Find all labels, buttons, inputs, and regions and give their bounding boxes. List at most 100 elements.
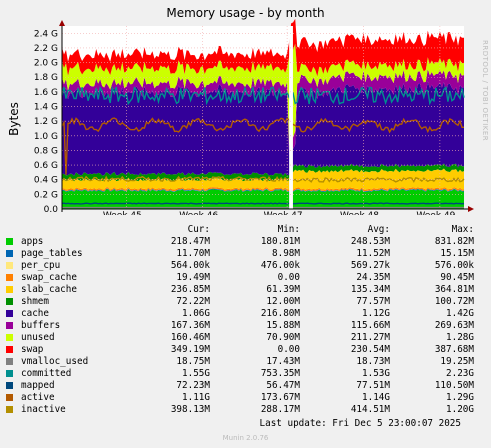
legend-cur: 11.70M <box>176 248 210 259</box>
x-ticks: Week 45 Week 46 Week 47 Week 48 Week 49 <box>103 211 456 215</box>
legend-cur: 167.36M <box>170 320 210 331</box>
legend-swatch <box>6 322 13 329</box>
legend-swatch <box>6 274 13 281</box>
legend-avg: 77.57M <box>356 296 390 307</box>
legend-swatch <box>6 250 13 257</box>
legend-min: 216.80M <box>260 308 300 319</box>
legend-max: 1.20G <box>446 404 474 415</box>
legend-avg: 115.66M <box>350 320 390 331</box>
legend-swatch <box>6 406 13 413</box>
y-axis-arrow <box>59 20 65 26</box>
legend-label: mapped <box>21 380 55 391</box>
legend-min: 12.00M <box>266 296 300 307</box>
memory-chart: 0.0 0.2 G 0.4 G 0.6 G 0.8 G 1.0 G 1.2 G 1.4 G 1.… <box>34 18 474 215</box>
y-tick-label: 2.0 G <box>34 59 58 69</box>
munin-version: Munin 2.0.76 <box>222 434 269 442</box>
data-gap <box>289 26 293 209</box>
series-lines <box>61 26 465 209</box>
legend-min: 8.98M <box>272 248 300 259</box>
x-tick-label: Week 46 <box>179 211 218 215</box>
x-tick-label: Week 48 <box>340 211 379 215</box>
legend-swatch <box>6 286 13 293</box>
y-tick-label: 2.4 G <box>34 29 58 39</box>
legend-cur: 564.00k <box>170 260 210 271</box>
y-tick-label: 1.0 G <box>34 132 58 142</box>
legend-max: 90.45M <box>440 272 474 283</box>
legend-row: shmem 72.22M 12.00M 77.57M 100.72M <box>6 296 474 308</box>
legend-label: committed <box>21 368 72 379</box>
legend-label: per_cpu <box>21 260 61 271</box>
legend-row: slab_cache 236.85M 61.39M 135.34M 364.81M <box>6 284 474 296</box>
legend-label: page_tables <box>21 248 83 259</box>
header-cur: Cur: <box>187 224 210 235</box>
rrdtool-credit: RRDTOOL / TOBI OETIKER <box>481 40 489 142</box>
legend-max: 269.63M <box>434 320 474 331</box>
y-tick-label: 1.6 G <box>34 88 58 98</box>
header-min: Min: <box>277 224 300 235</box>
legend-avg: 135.34M <box>350 284 390 295</box>
legend-min: 70.90M <box>266 332 300 343</box>
legend-label: swap <box>21 344 44 355</box>
legend-table: Cur: Min: Avg: Max: apps 218.47M 180.81M 24… <box>6 224 474 416</box>
y-tick-label: 0.4 G <box>34 176 58 186</box>
chart-title: Memory usage - by month <box>166 6 325 20</box>
grid-lines <box>62 26 464 209</box>
legend-min: 61.39M <box>266 284 300 295</box>
area-swap_cache <box>62 186 464 192</box>
legend-cur: 218.47M <box>170 236 210 247</box>
legend-max: 364.81M <box>434 284 474 295</box>
legend-row: buffers 167.36M 15.88M 115.66M 269.63M <box>6 320 474 332</box>
legend-label: swap_cache <box>21 272 77 283</box>
legend-row: apps 218.47M 180.81M 248.53M 831.82M <box>6 236 474 248</box>
legend-label: inactive <box>21 404 66 415</box>
legend-cur: 349.19M <box>170 344 210 355</box>
legend-label: active <box>21 392 55 403</box>
legend-label: vmalloc_used <box>21 356 89 367</box>
legend-avg: 1.53G <box>362 368 390 379</box>
line-active <box>61 117 464 175</box>
legend-cur: 1.11G <box>182 392 210 403</box>
legend-row: committed 1.55G 753.35M 1.53G 2.23G <box>6 368 474 380</box>
y-tick-label: 1.8 G <box>34 73 58 83</box>
legend-max: 1.28G <box>446 332 474 343</box>
legend-avg: 1.12G <box>362 308 390 319</box>
legend-max: 19.25M <box>440 356 474 367</box>
legend-swatch <box>6 346 13 353</box>
header-avg: Avg: <box>367 224 390 235</box>
legend-min: 753.35M <box>260 368 300 379</box>
y-tick-label: 0.0 <box>44 205 59 215</box>
legend-avg: 24.35M <box>356 272 390 283</box>
area-swap <box>62 18 464 77</box>
legend-max: 2.23G <box>446 368 474 379</box>
legend-label: buffers <box>21 320 61 331</box>
legend-max: 387.68M <box>434 344 474 355</box>
legend-row: inactive 398.13M 288.17M 414.51M 1.20G <box>6 404 474 416</box>
line-committed <box>61 84 465 106</box>
legend-cur: 398.13M <box>170 404 210 415</box>
y-tick-label: 0.6 G <box>34 161 58 171</box>
legend-row: page_tables 11.70M 8.98M 11.52M 15.15M <box>6 248 474 260</box>
legend-min: 0.00 <box>277 272 300 283</box>
legend-row: mapped 72.23M 56.47M 77.51M 110.50M <box>6 380 474 392</box>
legend-row: active 1.11G 173.67M 1.14G 1.29G <box>6 392 474 404</box>
legend-max: 1.29G <box>446 392 474 403</box>
legend-min: 17.43M <box>266 356 300 367</box>
legend-swatch <box>6 310 13 317</box>
legend-max: 15.15M <box>440 248 474 259</box>
legend-avg: 77.51M <box>356 380 390 391</box>
legend-min: 173.67M <box>260 392 300 403</box>
legend-max: 110.50M <box>434 380 474 391</box>
line-inactive <box>61 175 465 183</box>
legend-row: swap 349.19M 0.00 230.54M 387.68M <box>6 344 474 356</box>
x-tick-label: Week 47 <box>264 211 303 215</box>
legend-cur: 160.46M <box>170 332 210 343</box>
last-update: Last update: Fri Dec 5 23:00:07 2025 <box>259 418 462 429</box>
legend-cur: 236.85M <box>170 284 210 295</box>
area-buffers <box>62 69 464 155</box>
area-unused <box>62 43 464 146</box>
y-tick-label: 0.2 G <box>34 190 58 200</box>
legend-avg: 248.53M <box>350 236 390 247</box>
legend-header-row: Cur: Min: Avg: Max: <box>6 224 474 236</box>
legend-min: 0.00 <box>277 344 300 355</box>
legend-avg: 1.14G <box>362 392 390 403</box>
